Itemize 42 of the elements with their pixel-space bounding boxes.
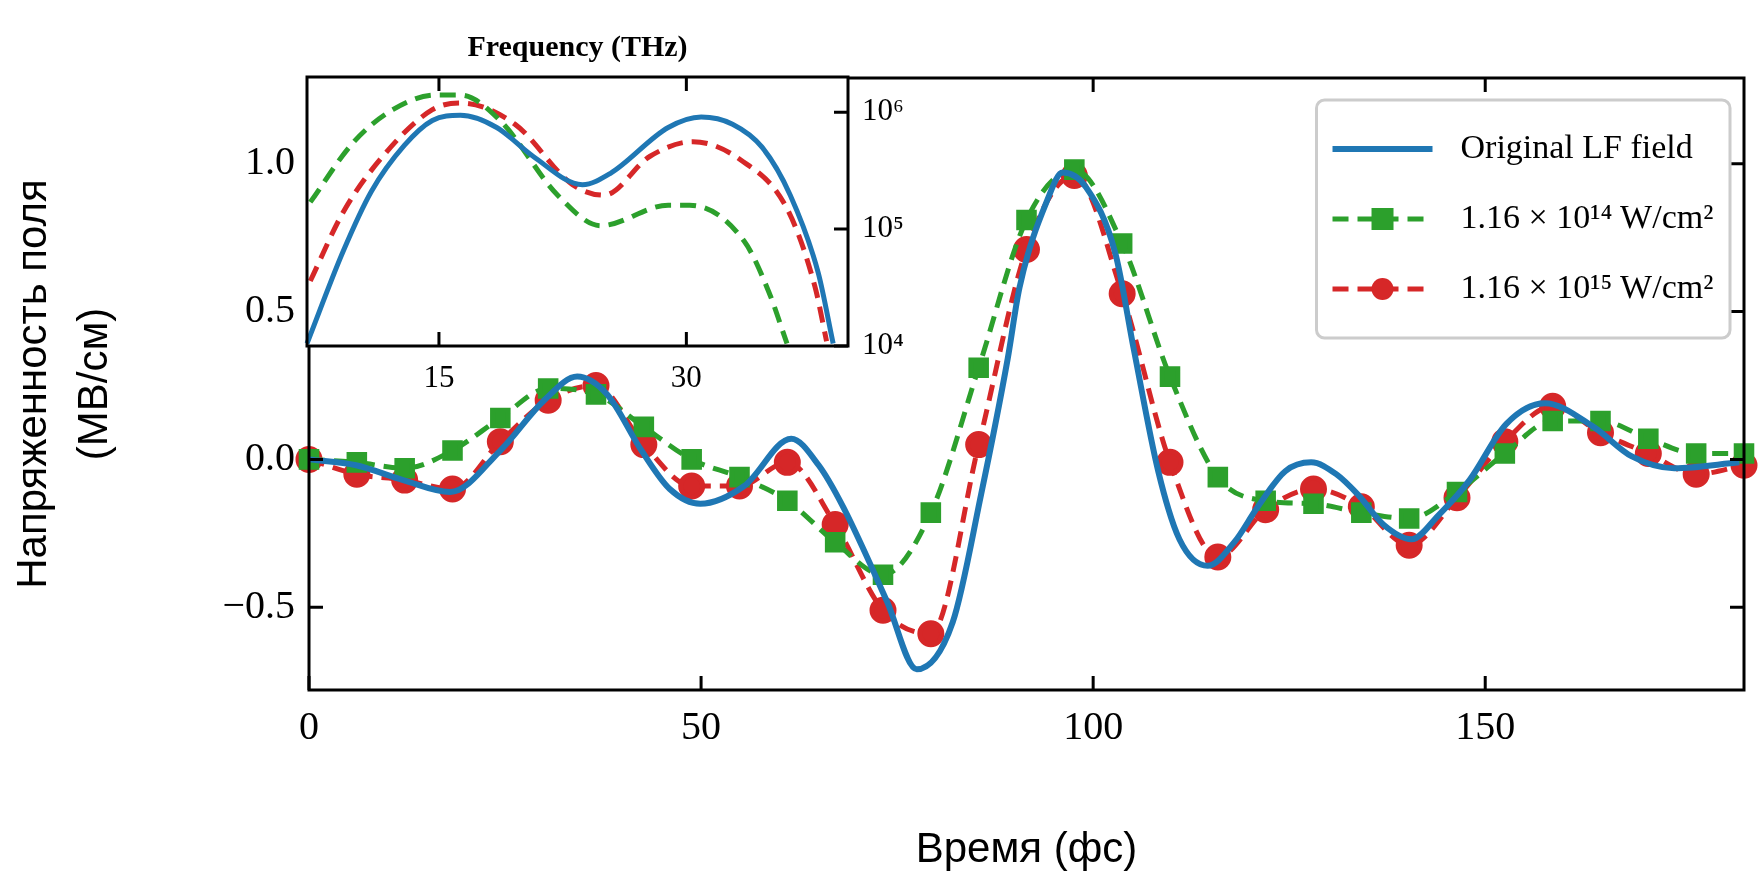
point	[1156, 448, 1184, 476]
y-tick-label: 1.0	[245, 138, 295, 184]
point	[633, 416, 655, 438]
y-tick-label: −0.5	[222, 581, 295, 627]
legend-label: Original LF field	[1460, 127, 1693, 165]
point	[1016, 209, 1037, 231]
y2-tick-label: 10⁵	[862, 209, 904, 245]
x-tick-label: 0	[299, 702, 319, 748]
point	[678, 472, 706, 500]
point	[394, 457, 415, 479]
point	[824, 531, 846, 553]
x-axis-title: Frequency (THz)	[467, 28, 688, 63]
y-tick-label: 0.5	[245, 286, 295, 332]
point	[1494, 443, 1516, 464]
point	[1685, 443, 1707, 464]
point	[1159, 366, 1181, 387]
point	[490, 407, 511, 429]
point	[773, 448, 801, 476]
point	[917, 620, 945, 648]
legend-label: 1.16 × 10¹⁴ W/cm²	[1460, 197, 1714, 235]
point	[1207, 466, 1229, 488]
x-tick-label: 30	[670, 358, 702, 394]
y-axis-title: Напряженность поля (МВ/см)	[8, 179, 116, 589]
x-tick-label: 150	[1455, 702, 1516, 748]
point	[777, 490, 798, 512]
y2-tick-label: 10⁴	[862, 326, 904, 362]
x-tick-label: 15	[423, 358, 455, 394]
point	[1542, 410, 1563, 432]
point	[1303, 493, 1324, 515]
y-tick-label: 0.0	[245, 433, 295, 479]
legend-label: 1.16 × 10¹⁵ W/cm²	[1460, 267, 1714, 305]
x-tick-label: 50	[681, 702, 722, 748]
x-tick-label: 100	[1063, 702, 1124, 748]
x-axis-title: Время (фс)	[915, 824, 1138, 872]
point	[920, 502, 942, 523]
point	[1638, 428, 1659, 449]
point	[965, 431, 993, 459]
point	[1398, 508, 1420, 529]
point	[442, 440, 463, 461]
point	[681, 449, 702, 470]
point	[968, 357, 989, 379]
y2-tick-label: 10⁶	[862, 92, 904, 128]
